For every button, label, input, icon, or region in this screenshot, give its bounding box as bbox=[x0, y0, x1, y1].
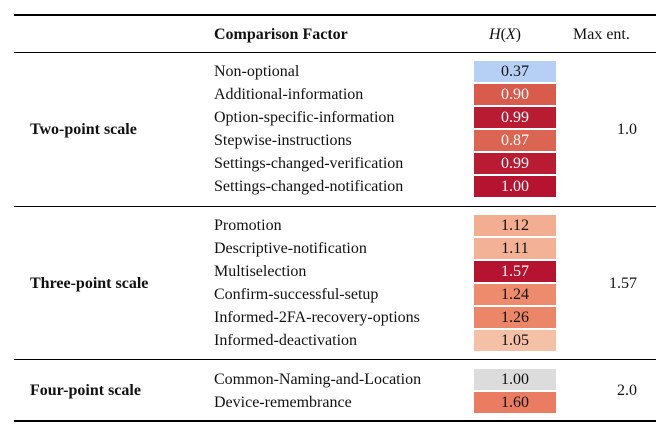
header-rule bbox=[14, 52, 656, 53]
factor-label: Stepwise-instructions bbox=[214, 132, 352, 149]
factor-label: Multiselection bbox=[214, 263, 307, 280]
entropy-cell: 1.57 bbox=[474, 261, 556, 282]
entropy-cell: 0.99 bbox=[474, 107, 556, 128]
header-entropy-open: ( bbox=[500, 26, 506, 43]
entropy-cell: 1.11 bbox=[474, 238, 556, 259]
header-max-entropy: Max ent. bbox=[573, 26, 630, 43]
factor-label: Settings-changed-verification bbox=[214, 155, 404, 172]
factor-label: Device-remembrance bbox=[214, 394, 352, 411]
entropy-cell: 1.12 bbox=[474, 215, 556, 236]
entropy-cell: 0.37 bbox=[474, 61, 556, 82]
group-max-entropy: 1.0 bbox=[617, 121, 637, 138]
entropy-cell: 0.87 bbox=[474, 130, 556, 151]
header-entropy-h: H bbox=[489, 26, 501, 43]
group-label: Two-point scale bbox=[30, 121, 137, 138]
group-max-entropy: 1.57 bbox=[609, 275, 637, 292]
group-separator bbox=[14, 359, 656, 360]
group-label: Three-point scale bbox=[30, 275, 149, 292]
entropy-cell: 0.90 bbox=[474, 84, 556, 105]
factor-label: Informed-2FA-recovery-options bbox=[214, 309, 420, 326]
factor-label: Settings-changed-notification bbox=[214, 178, 404, 195]
entropy-cell: 1.26 bbox=[474, 307, 556, 328]
factor-label: Informed-deactivation bbox=[214, 332, 358, 349]
header-entropy: H(X) bbox=[489, 25, 521, 45]
factor-label: Confirm-successful-setup bbox=[214, 286, 379, 303]
factor-label: Promotion bbox=[214, 217, 282, 234]
entropy-cell: 1.05 bbox=[474, 330, 556, 351]
factor-label: Common-Naming-and-Location bbox=[214, 371, 422, 388]
top-rule bbox=[14, 14, 656, 16]
entropy-cell: 0.99 bbox=[474, 153, 556, 174]
factor-label: Additional-information bbox=[214, 86, 364, 103]
entropy-cell: 1.24 bbox=[474, 284, 556, 305]
header-entropy-close: ) bbox=[515, 26, 521, 43]
header-entropy-x: X bbox=[505, 26, 516, 43]
factor-label: Descriptive-notification bbox=[214, 240, 367, 257]
group-max-entropy: 2.0 bbox=[617, 382, 637, 399]
factor-label: Option-specific-information bbox=[214, 109, 395, 126]
entropy-cell: 1.00 bbox=[474, 176, 556, 197]
header-comparison-factor: Comparison Factor bbox=[214, 26, 348, 43]
entropy-cell: 1.60 bbox=[474, 392, 556, 413]
group-separator bbox=[14, 206, 656, 207]
bottom-rule bbox=[14, 420, 656, 422]
group-label: Four-point scale bbox=[30, 382, 141, 399]
factor-label: Non-optional bbox=[214, 63, 300, 80]
entropy-cell: 1.00 bbox=[474, 369, 556, 390]
